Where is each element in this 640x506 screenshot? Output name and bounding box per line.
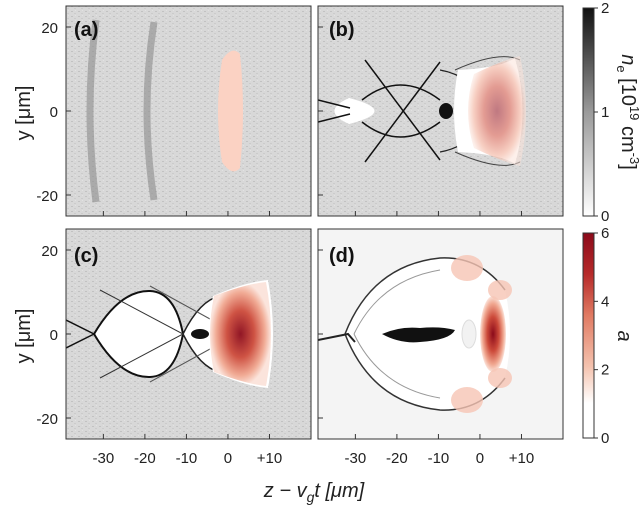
y-axis-ticks: 20 0 -20 20 0 -20 — [36, 20, 323, 428]
colorbar-density-label: ne [1019 cm-3] — [614, 54, 640, 170]
y-tick-label: -20 — [36, 411, 58, 428]
panel-c-laser-pulse — [210, 282, 271, 386]
panel-d-laser-pulse — [480, 296, 506, 372]
y-tick-label: 0 — [50, 327, 58, 344]
colorbar-tick-label: 0 — [601, 430, 609, 447]
panel-d-label: (d) — [329, 245, 355, 267]
y-axis-title-bottom: y [μm] — [13, 309, 35, 364]
panel-a: (a) — [65, 5, 312, 217]
colorbar-amplitude-ticks: 0 2 4 6 — [594, 225, 609, 447]
colorbar-density: 0 1 2 ne [1019 cm-3] — [582, 0, 640, 225]
panel-b-injected-bunch — [439, 103, 453, 119]
panel-a-structures — [86, 19, 243, 203]
colorbar-density-ticks: 0 1 2 — [594, 0, 609, 225]
colorbar-tick-label: 0 — [601, 208, 609, 225]
panel-d: (d) — [317, 228, 564, 440]
x-tick-label: 0 — [476, 450, 484, 467]
x-tick-label: -30 — [345, 450, 367, 467]
y-axis-title-top: y [μm] — [13, 86, 35, 141]
y-tick-label: 20 — [41, 243, 58, 260]
colorbar-amplitude: 0 2 4 6 a — [582, 225, 635, 447]
panel-c-structures — [66, 280, 273, 388]
panel-a-label: (a) — [74, 19, 98, 41]
y-tick-label: -20 — [36, 188, 58, 205]
colorbar-tick-label: 2 — [601, 362, 609, 379]
x-tick-label: -20 — [134, 450, 156, 467]
panel-d-trapped-beam — [382, 327, 455, 343]
colorbar-tick-label: 6 — [601, 225, 609, 242]
x-tick-label: +10 — [509, 450, 534, 467]
panel-b-label: (b) — [329, 19, 355, 41]
y-tick-label: 0 — [50, 104, 58, 121]
x-tick-label: -10 — [428, 450, 450, 467]
colorbar-tick-label: 1 — [601, 104, 609, 121]
x-axis-title: z − vgt [μm] — [263, 480, 365, 505]
colorbar-tick-label: 2 — [601, 0, 609, 17]
panel-c: (c) — [65, 228, 312, 440]
panel-c-injected-bunch — [191, 329, 209, 339]
panel-b: (b) — [317, 5, 564, 217]
x-axis-ticks: -30 -20 -10 0 +10 -30 -20 -10 0 +10 — [93, 211, 534, 467]
y-tick-label: 20 — [41, 20, 58, 37]
x-tick-label: +10 — [257, 450, 282, 467]
x-tick-label: -30 — [93, 450, 115, 467]
panel-d-structures — [318, 255, 512, 413]
panel-b-structures — [318, 56, 526, 166]
x-tick-label: -20 — [386, 450, 408, 467]
x-tick-label: 0 — [224, 450, 232, 467]
colorbar-amplitude-label: a — [613, 330, 635, 341]
x-tick-label: -10 — [176, 450, 198, 467]
panel-c-label: (c) — [74, 245, 98, 267]
panel-b-laser-pulse — [468, 56, 526, 166]
colorbar-tick-label: 4 — [601, 293, 609, 310]
panel-a-background — [66, 6, 311, 216]
panel-a-laser-pulse — [218, 50, 243, 172]
